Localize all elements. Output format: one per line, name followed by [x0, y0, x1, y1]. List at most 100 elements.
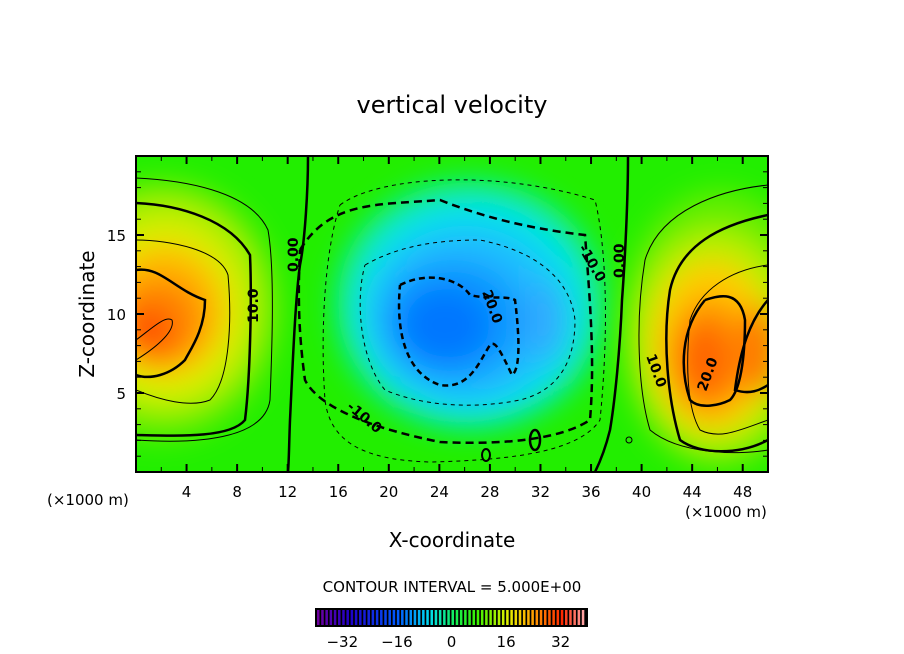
colorbar-swatch — [430, 610, 434, 625]
colorbar-swatch — [333, 610, 337, 625]
colorbar-swatch — [409, 610, 412, 625]
colorbar-swatch — [464, 610, 467, 625]
colorbar-swatch — [321, 610, 324, 625]
colorbar-swatch — [472, 610, 476, 625]
colorbar-swatch — [350, 610, 354, 625]
colorbar-swatch — [573, 610, 576, 625]
contour-right-20 — [682, 295, 747, 407]
contour-center-m15 — [359, 239, 576, 406]
colorbar-swatch — [346, 610, 349, 625]
colorbar-swatch — [354, 610, 358, 625]
colorbar-swatch — [476, 610, 480, 625]
colorbar-swatch — [459, 610, 463, 625]
contour-right-10 — [665, 213, 768, 453]
colorbar-swatch — [510, 610, 513, 625]
contour-left-25 — [136, 318, 173, 361]
x-tick-label: 24 — [430, 483, 449, 501]
colorbar-swatch — [329, 610, 333, 625]
colorbar-swatch — [543, 610, 547, 625]
axis-ticks — [136, 156, 768, 472]
colorbar-swatch — [506, 610, 509, 625]
colorbar-swatch — [548, 610, 551, 625]
colorbar-tick-label: 0 — [447, 633, 457, 651]
updraft-right — [620, 190, 768, 470]
colorbar-swatch — [455, 610, 459, 625]
colorbar-swatch — [384, 610, 387, 625]
colorbar-tick-label: −32 — [326, 633, 358, 651]
colorbar-swatch — [480, 610, 484, 625]
contour-right-15 — [687, 264, 768, 435]
y-tick-label: 15 — [107, 227, 126, 245]
colorbar-swatch — [493, 610, 497, 625]
downdraft-center — [335, 180, 605, 430]
contour-label: 0.00 — [286, 237, 302, 272]
contour-interval-text: CONTOUR INTERVAL = 5.000E+00 — [323, 578, 582, 596]
colorbar-swatch — [514, 610, 518, 625]
colorbar — [315, 608, 588, 627]
colorbar-swatch — [531, 610, 534, 625]
colorbar-swatch — [527, 610, 530, 625]
colorbar-swatch — [535, 610, 539, 625]
contour-center-m5 — [322, 179, 606, 463]
y-tick-labels: 5 10 15 — [107, 227, 126, 403]
contour-left-15 — [136, 239, 231, 404]
x-tick-label: 32 — [531, 483, 550, 501]
colorbar-tick-label: 32 — [551, 633, 570, 651]
contour-left-5 — [136, 177, 273, 442]
colorbar-swatch — [581, 610, 585, 625]
contour-center-m20 — [397, 276, 520, 387]
colorbar-swatch — [396, 610, 400, 625]
colorbar-swatch — [388, 610, 391, 625]
chart-title: vertical velocity — [357, 91, 548, 119]
contour-left-20 — [136, 268, 207, 379]
colorbar-swatch — [325, 610, 328, 625]
colorbar-swatch — [392, 610, 396, 625]
plot-area: 0.00 10.0 0.00 -10.0 20.0 -10.0 10.0 20.… — [136, 156, 768, 472]
x-tick-label: 12 — [278, 483, 297, 501]
contour-label: 0.00 — [612, 243, 628, 278]
colorbar-tick-labels: −32 −16 0 16 32 — [326, 633, 570, 651]
colorbar-swatch — [539, 610, 543, 625]
x-tick-label: 20 — [379, 483, 398, 501]
x-tick-label: 36 — [581, 483, 600, 501]
contour-lines — [136, 156, 768, 472]
colorbar-swatch — [489, 610, 492, 625]
contour-zero-right — [593, 156, 630, 472]
colorbar-swatch — [367, 610, 370, 625]
colorbar-swatch — [413, 610, 417, 625]
x-axis-label: X-coordinate — [389, 528, 516, 552]
x-tick-label: 48 — [733, 483, 752, 501]
contour-blob-1 — [528, 428, 542, 452]
colorbar-tick-label: −16 — [381, 633, 413, 651]
colorbar-swatch — [342, 610, 345, 625]
contour-label: 10.0 — [246, 288, 262, 323]
contour-right-20b — [733, 299, 768, 394]
contour-left-10 — [136, 201, 253, 437]
colorbar-swatch — [518, 610, 522, 625]
colorbar-swatch — [497, 610, 501, 625]
colorbar-swatch — [560, 610, 564, 625]
colorbar-swatch — [438, 610, 442, 625]
x-tick-label: 8 — [232, 483, 242, 501]
x-unit-label-right: (×1000 m) — [685, 503, 767, 521]
colorbar-swatch — [371, 610, 375, 625]
colorbar-swatch — [401, 610, 404, 625]
colorbar-swatch — [426, 610, 429, 625]
colorbar-swatch — [405, 610, 408, 625]
x-tick-label: 16 — [329, 483, 348, 501]
colorbar-tick-label: 16 — [497, 633, 516, 651]
contour-zero-left — [286, 156, 310, 472]
colorbar-swatch — [501, 610, 505, 625]
colorbar-swatch — [375, 610, 379, 625]
contour-blob-3 — [625, 436, 633, 444]
colorbar-swatch — [434, 610, 438, 625]
x-tick-label: 44 — [683, 483, 702, 501]
colorbar-swatch — [443, 610, 446, 625]
contour-blob-2 — [481, 448, 491, 462]
colorbar-swatch — [338, 610, 341, 625]
colorbar-swatch — [552, 610, 555, 625]
x-tick-label: 40 — [632, 483, 651, 501]
colorbar-swatch — [417, 610, 421, 625]
colorbar-swatch — [556, 610, 560, 625]
colorbar-swatch — [468, 610, 471, 625]
